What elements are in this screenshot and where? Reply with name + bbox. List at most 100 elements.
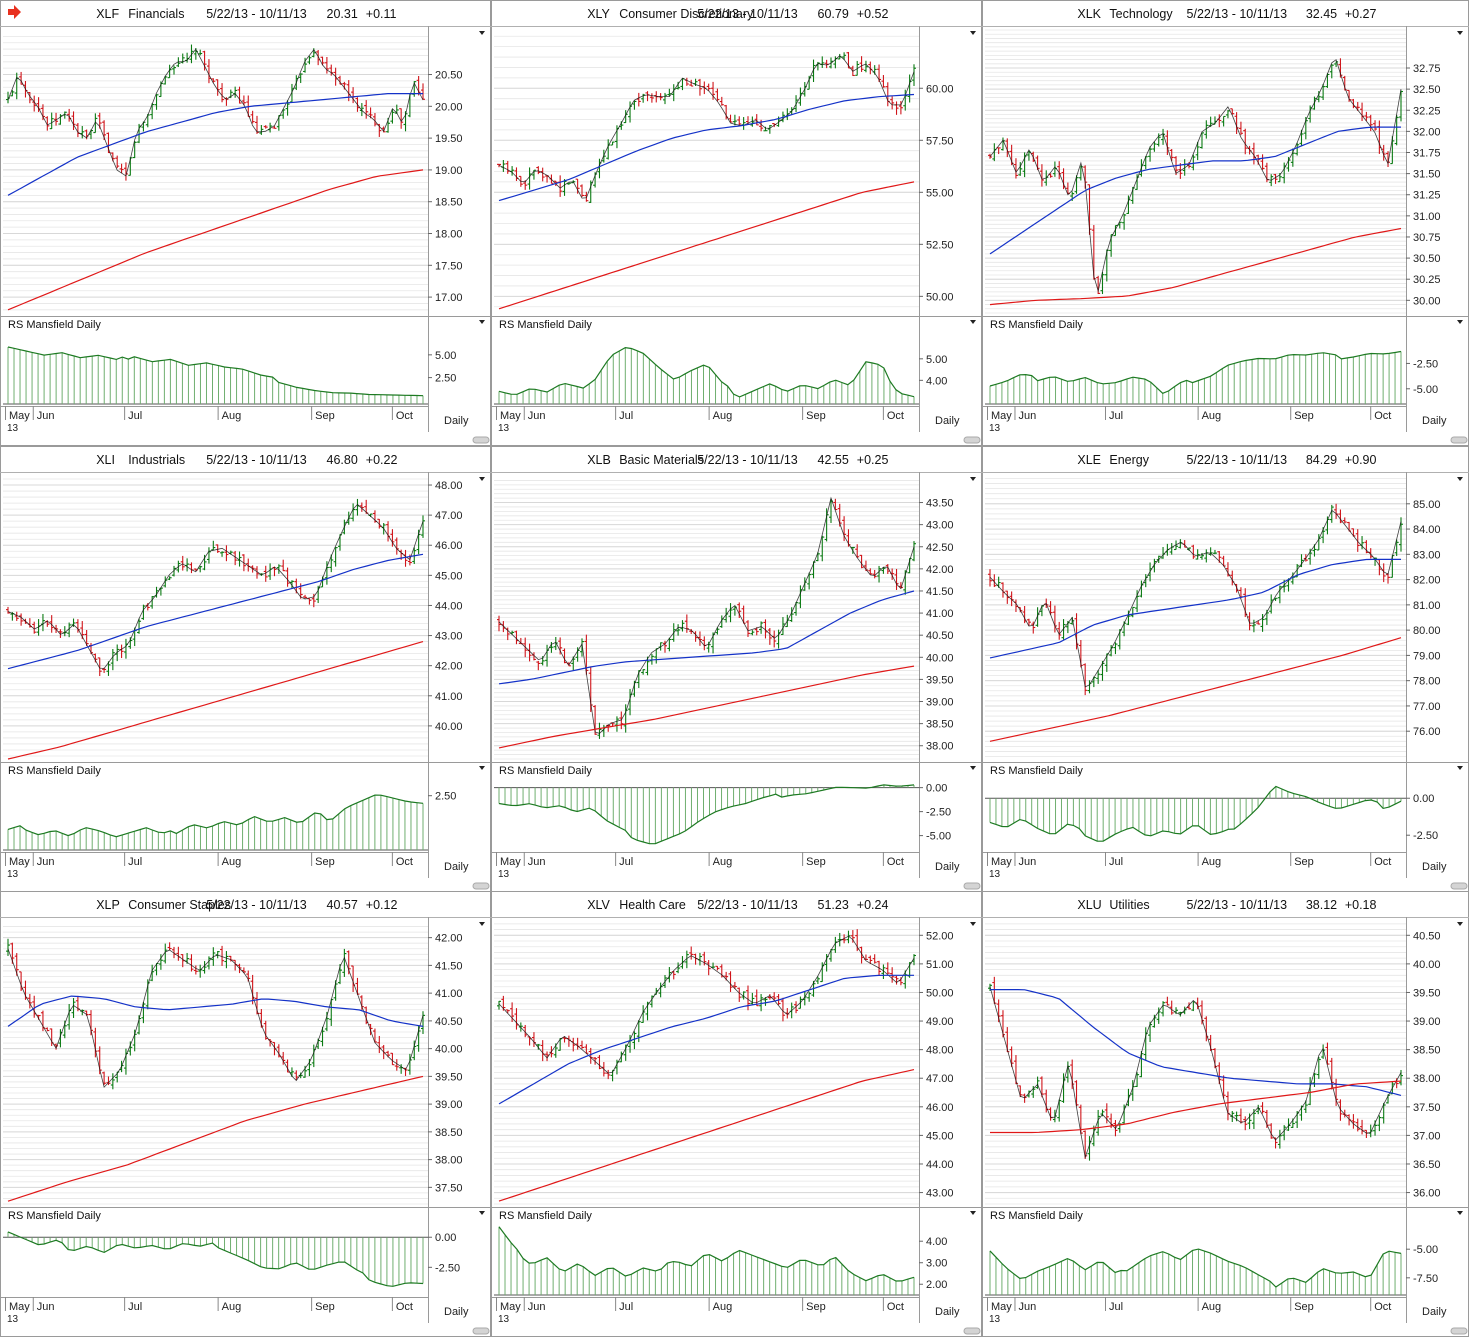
ohlc-bar [241, 95, 246, 106]
ohlc-bar [6, 606, 10, 614]
chart-last-price: 46.80 [327, 453, 358, 467]
ohlc-bar [281, 1051, 286, 1065]
rs-pane-menu-icon[interactable] [479, 320, 485, 324]
y-tick-label: 79.00 [1413, 650, 1441, 662]
scroll-handle[interactable] [963, 882, 981, 890]
x-month-label: Oct [396, 856, 413, 868]
y-tick-label: 60.00 [926, 83, 954, 95]
scroll-handle[interactable] [963, 436, 981, 444]
ohlc-bar [49, 112, 54, 130]
price-pane-menu-icon[interactable] [970, 477, 976, 481]
moving-average-50 [989, 558, 1401, 659]
price-pane-menu-icon[interactable] [479, 31, 485, 35]
scroll-handle[interactable] [472, 882, 490, 890]
ohlc-bar [32, 621, 37, 634]
y-tick-label: 41.00 [435, 988, 463, 1000]
y-tick-label: 45.00 [435, 570, 463, 582]
ohlc-bar [390, 1052, 395, 1066]
chart-panel-xlk: XLK Technology 5/22/13 - 10/11/13 32.45 +0.2… [982, 0, 1469, 446]
ohlc-bar [421, 515, 425, 538]
scroll-handle[interactable] [472, 1327, 490, 1335]
ohlc-bar [150, 964, 155, 982]
ohlc-bar [93, 113, 98, 134]
rs-pane-menu-icon[interactable] [1457, 320, 1463, 324]
rs-pane-menu-icon[interactable] [970, 320, 976, 324]
ohlc-bar [732, 981, 737, 989]
y-tick-label: 43.00 [926, 1188, 954, 1200]
scroll-handle[interactable] [963, 1327, 981, 1335]
x-month-label: Jun [1018, 410, 1036, 422]
rs-pane-menu-icon[interactable] [479, 766, 485, 770]
ohlc-bar [763, 997, 768, 1006]
ohlc-bar [329, 554, 334, 573]
ohlc-bar [676, 962, 681, 974]
rs-pane-menu-icon[interactable] [1457, 766, 1463, 770]
ohlc-bar [45, 1027, 50, 1032]
period-label: Daily [935, 415, 960, 427]
ohlc-bar [1251, 619, 1256, 633]
price-pane-menu-icon[interactable] [479, 477, 485, 481]
ohlc-bar [1316, 1056, 1321, 1079]
ohlc-bar [255, 566, 259, 579]
ohlc-bar [141, 1002, 146, 1024]
ohlc-bar [1243, 128, 1248, 155]
price-pane-menu-icon[interactable] [1457, 31, 1463, 35]
chart-change: +0.11 [366, 7, 397, 21]
ohlc-bar [202, 961, 207, 974]
ohlc-bar [54, 112, 59, 126]
ohlc-bar [1169, 148, 1174, 161]
ohlc-bar [881, 567, 886, 574]
rs-line [498, 346, 915, 398]
scroll-handle[interactable] [472, 436, 490, 444]
price-pane-menu-icon[interactable] [1457, 477, 1463, 481]
period-label: Daily [444, 861, 469, 873]
y-tick-label: 30.75 [1413, 232, 1441, 244]
price-pane-menu-icon[interactable] [1457, 922, 1463, 926]
y-tick-label: 44.00 [926, 1159, 954, 1171]
scroll-handle[interactable] [1450, 882, 1468, 890]
chart-panel-xli: XLI Industrials 5/22/13 - 10/11/13 46.80 +0.… [0, 446, 491, 892]
rs-histogram [7, 346, 424, 404]
price-pane-menu-icon[interactable] [970, 922, 976, 926]
ohlc-bar [715, 627, 720, 635]
rs-pane-menu-icon[interactable] [970, 766, 976, 770]
ohlc-bar [540, 167, 545, 182]
ohlc-bar [342, 948, 347, 977]
y-tick-label: 37.50 [435, 1182, 463, 1194]
rs-y-tick-label: 5.00 [435, 350, 456, 362]
ohlc-bar [1247, 612, 1252, 631]
ohlc-bar [1035, 1076, 1040, 1089]
y-tick-label: 42.00 [926, 564, 954, 576]
rs-y-tick-label: -2.50 [435, 1262, 460, 1274]
chart-panel-xlf: XLF Financials 5/22/13 - 10/11/13 20.31 +0.1… [0, 0, 491, 446]
x-month-label: Sep [315, 856, 335, 868]
scroll-handle[interactable] [1450, 436, 1468, 444]
ohlc-bar [390, 109, 395, 124]
y-tick-label: 40.50 [1413, 930, 1441, 942]
y-tick-label: 31.00 [1413, 211, 1441, 223]
ohlc-bar [1039, 1076, 1044, 1098]
ohlc-bar [728, 603, 733, 623]
rs-line [498, 1226, 915, 1282]
price-pane-menu-icon[interactable] [970, 31, 976, 35]
chart-range: 5/22/13 - 10/11/13 [697, 898, 798, 912]
period-label: Daily [1422, 861, 1447, 873]
ohlc-bar [158, 954, 163, 970]
rs-pane-menu-icon[interactable] [970, 1211, 976, 1215]
chart-last-price: 38.12 [1306, 898, 1337, 912]
ohlc-bar [1364, 111, 1369, 121]
ohlc-bar [676, 624, 681, 636]
rs-label: RS Mansfield Daily [499, 319, 592, 331]
rs-histogram [498, 784, 915, 844]
ohlc-bar [680, 620, 685, 632]
price-pane-menu-icon[interactable] [479, 922, 485, 926]
ohlc-bar [1195, 141, 1200, 161]
ohlc-bar [1394, 539, 1399, 557]
ohlc-bar [881, 75, 886, 88]
ohlc-bar [912, 64, 916, 86]
rs-pane-menu-icon[interactable] [479, 1211, 485, 1215]
moving-average-200 [498, 665, 915, 749]
ohlc-bar [912, 541, 916, 562]
ohlc-bar [597, 722, 602, 739]
y-tick-label: 44.00 [435, 600, 463, 612]
